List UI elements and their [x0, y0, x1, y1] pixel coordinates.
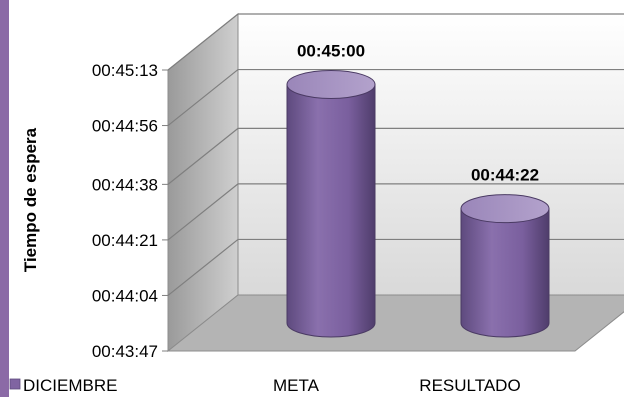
floor — [166, 294, 624, 352]
x-axis-categories: META RESULTADO — [273, 376, 521, 395]
gridline — [167, 183, 624, 241]
plot-walls — [166, 12, 624, 353]
legend: DICIEMBRE — [9, 376, 117, 395]
y-axis-ticks: 00:43:47 00:44:04 00:44:21 00:44:38 00:44:56… — [92, 61, 168, 361]
gridlines — [167, 13, 624, 296]
tick-label: 00:43:47 — [92, 342, 158, 361]
bars — [286, 69, 550, 338]
gridline — [167, 13, 624, 71]
left-accent-bar — [0, 0, 9, 397]
data-label: 00:45:00 — [297, 41, 365, 60]
legend-swatch — [9, 378, 21, 390]
side-wall — [167, 12, 239, 353]
tick-label: 00:44:04 — [92, 286, 158, 305]
bar-top-resultado — [460, 194, 550, 224]
category-label: META — [273, 376, 320, 395]
tick-label: 00:44:56 — [92, 117, 158, 136]
bar-resultado — [460, 208, 550, 338]
data-label: 00:44:22 — [471, 166, 539, 185]
gridline — [167, 68, 624, 127]
tick-label: 00:44:21 — [92, 231, 158, 250]
category-label: RESULTADO — [419, 376, 520, 395]
data-labels: 00:45:00 00:44:22 — [297, 41, 539, 184]
bar-top-meta — [286, 69, 376, 99]
y-axis-label: Tiempo de espera — [21, 127, 40, 272]
legend-label: DICIEMBRE — [23, 376, 117, 395]
tick-label: 00:45:13 — [92, 61, 158, 80]
tick-label: 00:44:38 — [92, 175, 158, 194]
gridline — [167, 127, 624, 185]
bar-meta — [286, 83, 376, 338]
